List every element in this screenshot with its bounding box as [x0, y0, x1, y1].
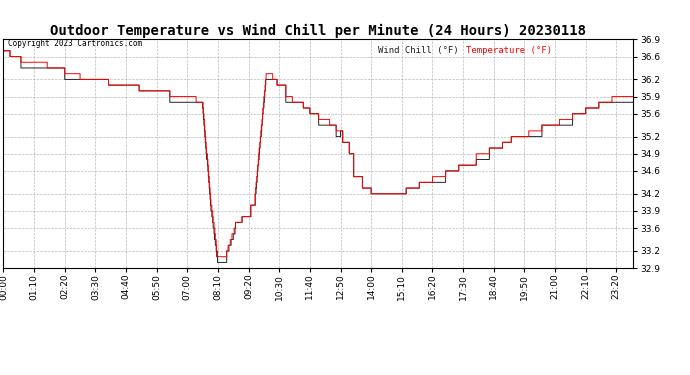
- Text: Wind Chill (°F): Wind Chill (°F): [378, 46, 459, 55]
- Text: Copyright 2023 Cartronics.com: Copyright 2023 Cartronics.com: [8, 39, 142, 48]
- Title: Outdoor Temperature vs Wind Chill per Minute (24 Hours) 20230118: Outdoor Temperature vs Wind Chill per Mi…: [50, 24, 586, 38]
- Text: Temperature (°F): Temperature (°F): [466, 46, 553, 55]
